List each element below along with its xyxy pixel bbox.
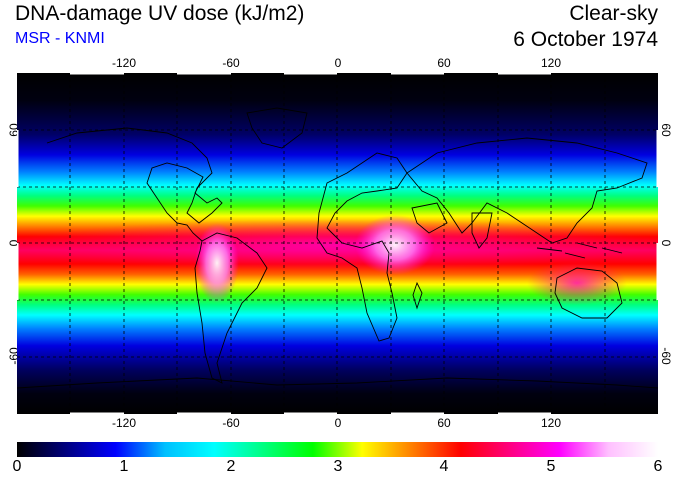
colorbar-gradient	[17, 442, 658, 457]
map-title: DNA-damage UV dose (kJ/m2)	[15, 2, 305, 25]
colorbar-label-3: 3	[333, 458, 343, 475]
hotspot-africa	[355, 215, 435, 275]
colorbar-label-4: 4	[439, 458, 449, 475]
colorbar-label-2: 2	[226, 458, 236, 475]
lon-tick-bottom-m120: -120	[111, 416, 137, 430]
lon-tick-bottom-m60: -60	[222, 416, 240, 430]
lon-tick-top-120: 120	[540, 56, 562, 70]
graticule	[17, 73, 658, 414]
lon-tick-bottom-60: 60	[437, 416, 451, 430]
colorbar-label-1: 1	[119, 458, 129, 475]
source-label: MSR - KNMI	[15, 30, 105, 47]
lon-tick-top-m120: -120	[111, 56, 137, 70]
lon-tick-top-0: 0	[334, 56, 342, 70]
lat-tick-right-m60: -60	[659, 347, 673, 365]
colorbar	[17, 442, 658, 457]
lat-tick-right-0: 0	[659, 239, 673, 247]
lat-tick-right-60: 60	[659, 123, 673, 137]
sky-condition: Clear-sky	[569, 2, 658, 25]
hotspot-south-america	[195, 223, 239, 303]
colorbar-label-0: 0	[12, 458, 22, 475]
lon-tick-top-60: 60	[437, 56, 451, 70]
lon-tick-bottom-120: 120	[540, 416, 562, 430]
lon-tick-bottom-0: 0	[334, 416, 342, 430]
date-label: 6 October 1974	[513, 28, 658, 51]
coastlines	[17, 107, 658, 389]
tropical-band	[17, 219, 658, 271]
hotspot-australia	[527, 261, 627, 305]
colorbar-label-6: 6	[653, 458, 663, 475]
lon-tick-top-m60: -60	[222, 56, 240, 70]
colorbar-label-5: 5	[546, 458, 556, 475]
uv-dose-map	[17, 73, 658, 414]
